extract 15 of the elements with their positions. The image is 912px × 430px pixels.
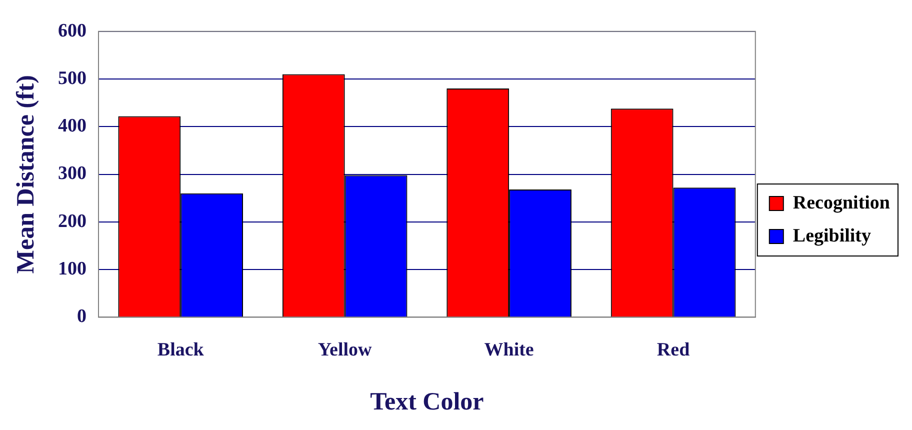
x-tick-label: White [484, 340, 534, 361]
y-tick-label: 500 [58, 68, 86, 89]
y-tick-label: 600 [58, 20, 86, 42]
x-tick-label: Red [656, 340, 690, 361]
y-tick-label: 200 [58, 210, 86, 232]
legend-label: Legibility [792, 225, 872, 246]
x-axis-title: Text Color [370, 388, 484, 416]
x-tick-label: Black [157, 340, 204, 361]
y-tick-label: 0 [77, 306, 86, 328]
x-tick-label: Yellow [318, 340, 372, 361]
y-tick-label: 400 [58, 116, 86, 137]
y-axis-title: Mean Distance (ft) [12, 75, 40, 274]
y-tick-label: 100 [58, 258, 86, 280]
legend-label: Recognition [792, 192, 890, 214]
y-tick-label: 300 [58, 163, 86, 184]
